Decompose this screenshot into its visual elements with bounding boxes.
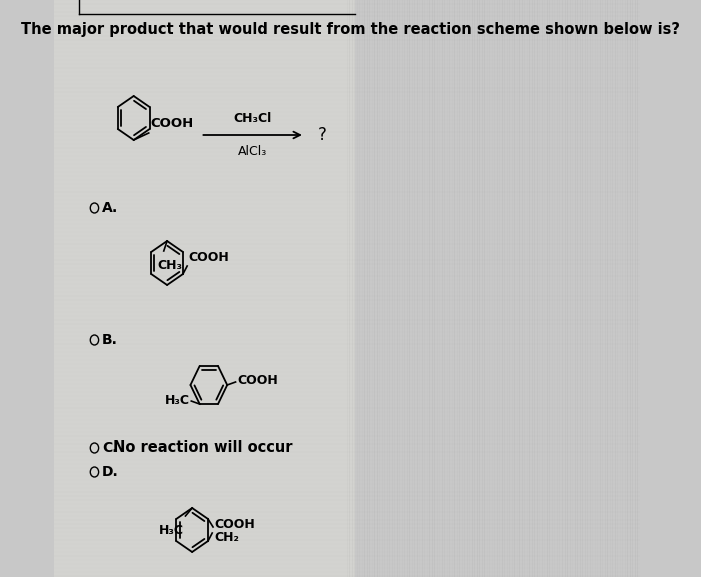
Text: COOH: COOH xyxy=(188,251,229,264)
Bar xyxy=(55,0,355,577)
Text: B.: B. xyxy=(102,333,118,347)
Text: COOH: COOH xyxy=(237,374,278,388)
Text: CH₃: CH₃ xyxy=(157,259,182,272)
Text: CH₃Cl: CH₃Cl xyxy=(233,112,271,125)
Text: COOH: COOH xyxy=(214,518,254,531)
Text: COOH: COOH xyxy=(151,117,193,130)
Text: H₃C: H₃C xyxy=(159,524,184,537)
Text: No reaction will occur: No reaction will occur xyxy=(113,440,292,455)
Text: The major product that would result from the reaction scheme shown below is?: The major product that would result from… xyxy=(21,22,680,37)
Text: AlCl₃: AlCl₃ xyxy=(238,145,267,158)
Text: A.: A. xyxy=(102,201,118,215)
Text: C.: C. xyxy=(102,441,118,455)
Text: D.: D. xyxy=(102,465,118,479)
Text: CH₂: CH₂ xyxy=(215,531,240,544)
Text: H₃C: H₃C xyxy=(165,394,190,407)
Text: ?: ? xyxy=(318,126,326,144)
